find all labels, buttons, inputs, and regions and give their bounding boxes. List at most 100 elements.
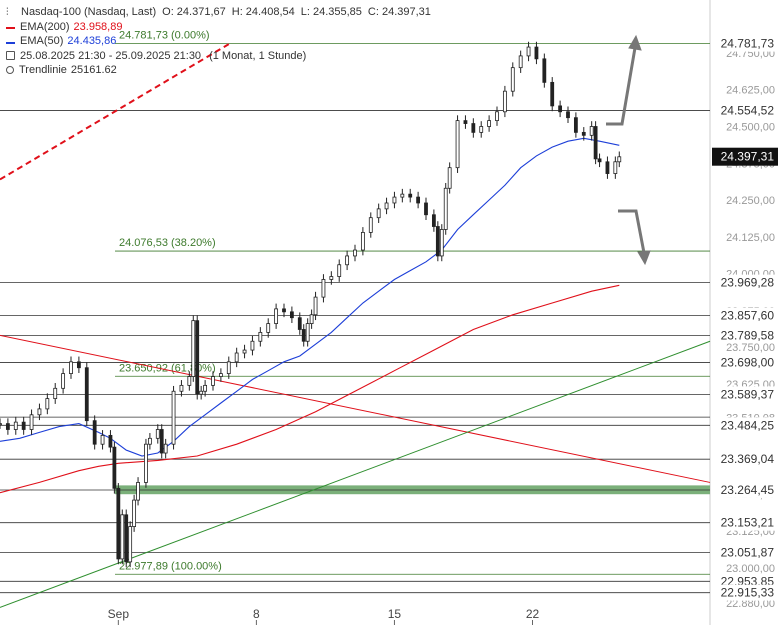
level-badge-label: 23.153,21 <box>721 516 775 530</box>
level-badge-label: 23.484,25 <box>721 418 775 432</box>
candle-body <box>171 390 176 445</box>
legend-ema50-label: EMA(50) <box>20 35 64 47</box>
y-tick-label: 24.625,00 <box>726 85 775 97</box>
candle-body <box>155 429 160 439</box>
candle-body <box>613 161 618 174</box>
level-badge-label: 22.915,33 <box>721 586 775 600</box>
candle-body <box>0 423 2 426</box>
level-badge <box>712 417 778 434</box>
candle-body <box>581 131 586 136</box>
candle-body <box>502 90 507 113</box>
legend-ema50-value: 24.435,86 <box>67 35 117 47</box>
ema200-line <box>0 284 620 494</box>
candle-body <box>435 226 440 257</box>
level-badge <box>712 544 778 561</box>
uptrend-line <box>0 340 711 608</box>
candle-body <box>179 384 184 392</box>
candle-body <box>313 296 318 316</box>
level-badge <box>712 354 778 371</box>
candle-body <box>250 340 255 351</box>
candle-body <box>400 193 405 198</box>
level-badge-label: 23.264,45 <box>721 483 775 497</box>
legend-instrument-row: ⫶ Nasdaq-100 (Nasdaq, Last) O: 24.371,67… <box>6 5 431 20</box>
level-badge <box>712 307 778 324</box>
level-badge <box>712 514 778 531</box>
candle-body <box>487 120 492 127</box>
candle-body <box>617 156 622 163</box>
candle-body <box>573 117 578 133</box>
candle-body <box>159 429 164 454</box>
fib-label: 24.076,53 (38.20%) <box>119 237 216 249</box>
fib-label: 23.650,92 (61.80%) <box>119 362 216 374</box>
candle-body <box>144 443 148 483</box>
candle-body <box>234 352 239 363</box>
ema50-line-icon <box>6 41 15 44</box>
candle-body <box>266 323 271 333</box>
candle-body <box>463 120 468 124</box>
candle-body <box>136 482 140 501</box>
level-badge <box>712 451 778 468</box>
legend-range-row: 25.08.2025 21:30 - 25.09.2025 21:30 (1 M… <box>6 49 431 64</box>
candle-body <box>479 126 484 133</box>
candle-body <box>53 387 58 400</box>
candle-body <box>76 361 81 369</box>
candle-body <box>84 367 89 422</box>
candle-body <box>218 373 223 377</box>
y-tick-label: 23.750,00 <box>726 342 775 354</box>
candle-body <box>92 420 97 445</box>
candle-body <box>447 167 452 189</box>
candle-body <box>321 279 326 298</box>
candle-body <box>112 446 117 489</box>
candle-body <box>368 217 373 233</box>
legend-range: 25.08.2025 21:30 - 25.09.2025 21:30 <box>20 49 202 62</box>
candle-body <box>566 111 570 119</box>
level-badge-label: 24.781,73 <box>721 37 775 51</box>
candle-body <box>384 202 389 210</box>
x-tick-label: 22 <box>526 607 540 621</box>
legend-trend-row[interactable]: Trendlinie 25161.62 <box>6 63 431 78</box>
ema200-dash-icon <box>6 27 15 30</box>
candle-body <box>124 514 129 563</box>
candle-body <box>392 196 397 204</box>
y-tick-label: 24.500,00 <box>726 121 775 133</box>
candle-body <box>289 311 294 319</box>
level-badge-label: 23.698,00 <box>721 355 775 369</box>
candle-body <box>242 349 247 354</box>
candle-body <box>376 208 381 219</box>
bullish-scenario-arrow <box>606 41 638 126</box>
current-price-badge <box>712 147 778 166</box>
legend-instrument: Nasdaq-100 (Nasdaq, Last) <box>21 6 157 18</box>
candle-body <box>471 123 476 133</box>
current-price-label: 24.397,31 <box>721 150 775 164</box>
legend-ema200-label: EMA(200) <box>20 20 70 33</box>
candle-body <box>100 434 105 445</box>
candle-body <box>526 46 531 57</box>
candle-body <box>518 55 523 69</box>
legend-ema200-row[interactable]: EMA(200) 23.958,89 <box>6 20 431 35</box>
level-badge <box>712 481 778 498</box>
downtrend-line <box>0 334 711 483</box>
candle-body <box>416 196 421 204</box>
candle-body <box>439 229 444 257</box>
candle-body <box>147 437 152 445</box>
x-tick-label: 15 <box>388 607 402 621</box>
candle-body <box>534 46 539 60</box>
level-badge-label: 23.969,28 <box>721 276 775 290</box>
y-tick-label: 24.250,00 <box>726 195 775 207</box>
legend-low: L: 24.355,85 <box>300 6 362 18</box>
legend-ema50-row[interactable]: EMA(50) 24.435,86 <box>6 34 431 49</box>
upper-dashed-trendline <box>0 43 230 181</box>
candle-body <box>309 314 314 324</box>
bearish-scenario-arrow <box>618 209 647 259</box>
x-tick-label: Sep <box>108 607 130 621</box>
candle-body <box>550 81 555 107</box>
candle-body <box>45 398 50 410</box>
fib-label: 24.781,73 (0.00%) <box>119 30 210 42</box>
legend-ema200-value: 23.958,89 <box>73 20 123 33</box>
candle-body <box>337 264 342 277</box>
candle-body <box>558 105 563 113</box>
legend-period: (1 Monat, 1 Stunde) <box>209 49 307 62</box>
calendar-icon <box>6 51 15 61</box>
